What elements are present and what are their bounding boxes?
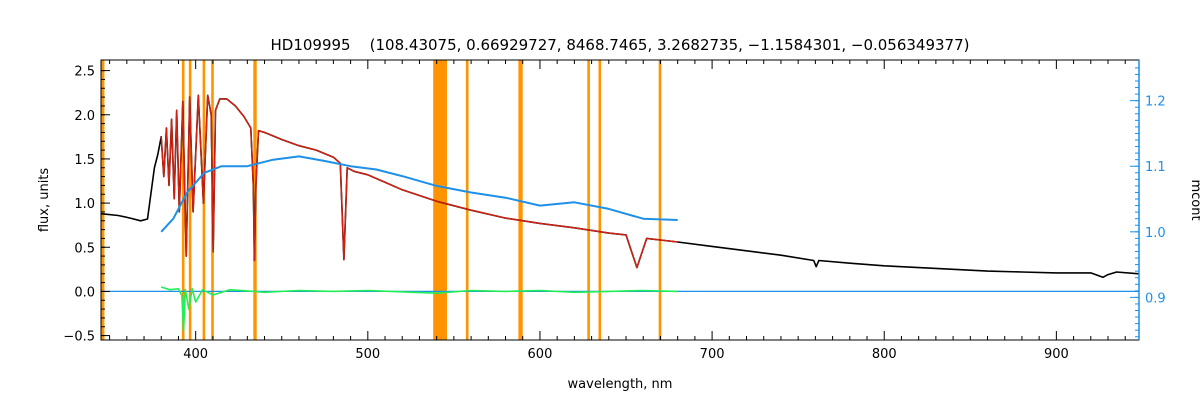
chart-title: HD109995 (108.43075, 0.66929727, 8468.74… <box>270 36 969 54</box>
y-tick-label: 2.5 <box>74 65 95 80</box>
y2-tick-label: 1.0 <box>1145 226 1166 241</box>
masked-region <box>433 60 447 340</box>
masked-region <box>587 60 590 340</box>
series-model-line <box>160 94 678 269</box>
masked-region <box>598 60 602 340</box>
x-tick-label: 900 <box>1044 347 1069 362</box>
y2-tick-label: 0.9 <box>1145 291 1166 306</box>
x-tick-label: 500 <box>355 347 380 362</box>
x-tick-label: 600 <box>528 347 553 362</box>
series-continuum-line <box>160 155 678 233</box>
y-tick-label: 0.0 <box>74 285 95 300</box>
ticks: 400 500 600 700 800 900 −0.5 0.0 0.5 1.0 1.5 2.0 2.5… <box>63 60 1166 362</box>
x-tick-label: 400 <box>183 347 208 362</box>
y-tick-label: −0.5 <box>63 330 95 345</box>
masked-region <box>658 60 662 340</box>
x-tick-label: 700 <box>700 347 725 362</box>
y-tick-label: 1.5 <box>74 153 95 168</box>
y2-tick-label: 1.2 <box>1145 95 1166 110</box>
y-tick-label: 0.5 <box>74 241 95 256</box>
y-axis-label: flux, units <box>37 168 52 233</box>
y2-tick-label: 1.1 <box>1145 160 1166 175</box>
y-tick-label: 2.0 <box>74 109 95 124</box>
y2-axis-label: mcont <box>1188 179 1200 220</box>
series-residual-line <box>160 286 678 333</box>
masked-region <box>188 60 192 340</box>
masked-region <box>465 60 469 340</box>
x-axis-label: wavelength, nm <box>568 377 673 392</box>
y-tick-label: 1.0 <box>74 197 95 212</box>
masked-region <box>518 60 523 340</box>
masked-region <box>101 60 105 340</box>
x-tick-label: 800 <box>872 347 897 362</box>
series-layer <box>100 94 1140 333</box>
